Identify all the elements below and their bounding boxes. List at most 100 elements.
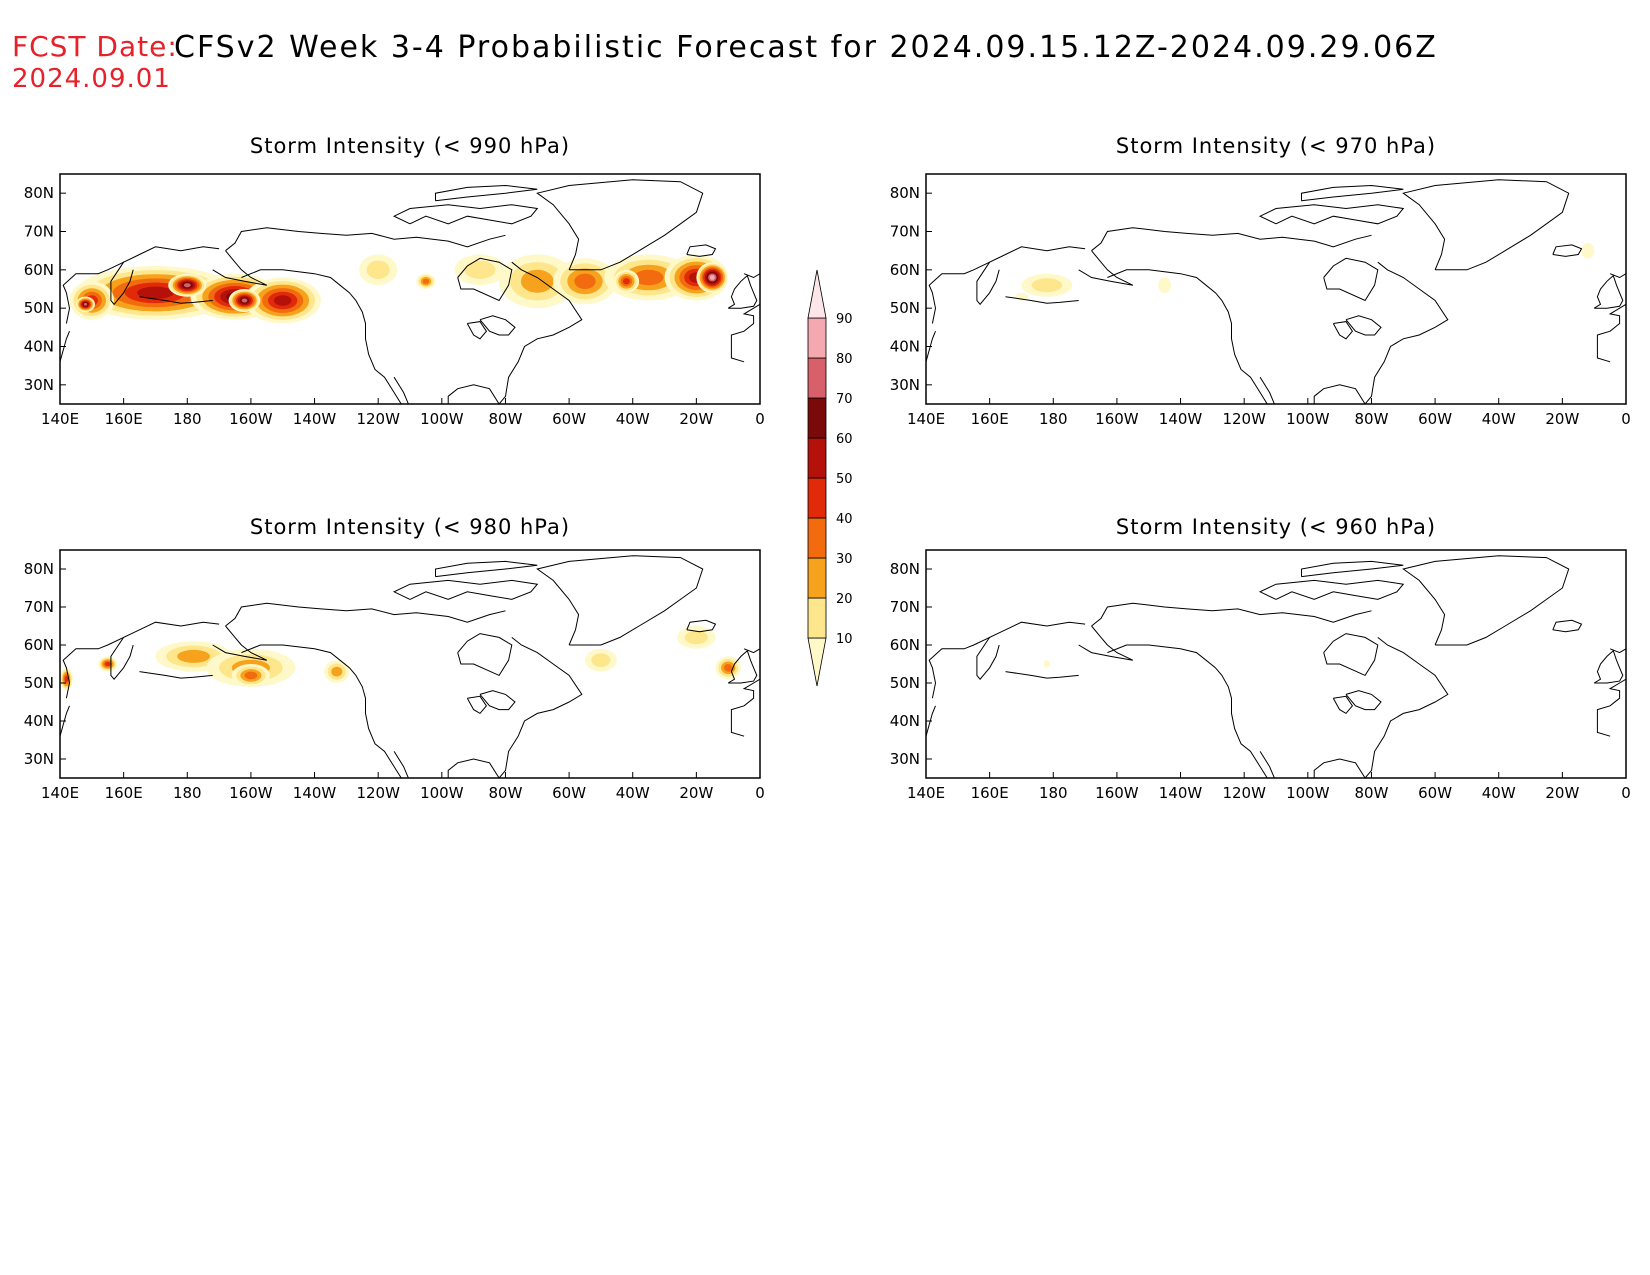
coastline-segment [976,621,1086,680]
map-frame-960 [925,549,1627,779]
panel-title-980: Storm Intensity (< 980 hPa) [250,515,570,539]
probability-contour [633,269,664,286]
lon-tick-label: 160W [1095,410,1139,428]
coastline-segment [727,649,758,684]
coastline-segment [212,250,268,286]
coastline-segment [1091,227,1372,252]
coastline-segment [1259,751,1275,778]
coastline-segment [1332,695,1354,715]
coastline-segment [60,705,70,737]
lon-tick-label: 40W [1482,410,1516,428]
colorbar-cap-bottom [807,637,827,687]
coastline-segment [225,227,506,252]
panel-title-960: Storm Intensity (< 960 hPa) [1116,515,1436,539]
lon-ticks-990: 140E 160E 180 160W 140W 120W 100W 80W 60W 40W 20W 0 [41,398,765,428]
lon-tick-label: 160W [229,410,273,428]
fcst-date-value: 2024.09.01 [12,64,171,94]
lat-ticks-980: 80N 70N 60N 50N 40N 30N [24,560,66,768]
lon-tick-label: 180 [173,410,202,428]
coastline-segment [62,636,124,699]
probability-contour [520,269,554,293]
lat-tick-label: 30N [24,376,54,394]
lon-tick-label: 80W [488,784,522,802]
coastline-segment [743,607,760,654]
coastline-segment [212,625,268,661]
coastline-segment [1323,633,1379,677]
lon-tick-label: 20W [1545,784,1579,802]
coastline-segment [743,231,760,279]
lat-tick-label: 60N [24,636,54,654]
lat-tick-label: 40N [24,338,54,356]
coastlines-970 [926,179,1626,404]
lat-tick-label: 60N [890,261,920,279]
lon-tick-label: 180 [173,784,202,802]
lon-tick-label: 180 [1039,784,1068,802]
coastline-segment [139,671,213,679]
probability-contour [137,286,174,299]
coastline-segment [1091,602,1372,627]
lon-tick-label: 60W [552,410,586,428]
lon-tick-label: 140W [293,784,337,802]
coastline-segment [1313,758,1366,778]
probability-contour [244,671,258,680]
panel-980: Storm Intensity (< 980 hPa) 140E 160E 180 1… [24,515,765,802]
lat-tick-label: 70N [890,223,920,241]
coastline-segment [1345,690,1382,711]
coastline-segment [1301,184,1404,202]
colorbar-segment [807,317,827,359]
lon-tick-label: 180 [1039,410,1068,428]
lat-ticks-960: 80N 70N 60N 50N 40N 30N [890,560,932,768]
colorbar-segment [807,477,827,519]
coastline-segment [686,619,717,633]
coastline-segment [1345,315,1382,336]
colorbar-label: 90 [836,312,853,327]
coastline-segment [1552,244,1583,257]
lon-tick-label: 100W [420,784,464,802]
coastlines-960 [926,555,1626,778]
coastline-segment [1593,274,1624,309]
probability-contour [1031,278,1063,293]
lat-tick-label: 80N [24,560,54,578]
map-frame-970 [925,173,1627,405]
coastline-segment [225,602,506,627]
colorbar-label: 20 [836,592,853,607]
coastline-segment [1301,560,1404,578]
probability-field-980 [60,626,741,691]
lon-tick-label: 140W [1159,784,1203,802]
coastline-segment [498,261,583,404]
lon-tick-label: 0 [1621,784,1631,802]
lat-tick-label: 60N [24,261,54,279]
probability-contour [574,273,596,289]
probability-contour [331,666,343,677]
lon-ticks-970: 140E 160E 180 160W 140W 120W 100W 80W 60W 40W 20W 0 [907,398,1631,428]
lat-tick-label: 40N [24,712,54,730]
colorbar-label: 70 [836,392,853,407]
lon-tick-label: 140E [907,784,945,802]
coastline-segment [1323,257,1379,302]
colorbar: 10 20 30 40 50 60 70 80 90 [807,269,853,687]
lon-tick-label: 140W [1159,410,1203,428]
coastline-segment [1593,649,1624,684]
figure-title: CFSv2 Week 3-4 Probabilistic Forecast fo… [174,30,1438,65]
coastline-segment [976,246,1086,306]
coastline-segment [730,303,760,363]
probability-field-990 [69,254,729,324]
probability-contour [1581,243,1595,259]
lon-tick-label: 160E [105,410,143,428]
coastline-segment [392,579,539,600]
coastline-segment [392,204,539,225]
probability-contour [83,302,88,306]
coastline-segment [1332,321,1354,340]
probability-contour [273,295,292,306]
coastline-segment [926,331,936,362]
lon-tick-label: 100W [420,410,464,428]
lon-tick-label: 100W [1286,410,1330,428]
coastline-segment [1107,644,1268,778]
coastline-segment [393,751,409,778]
lon-tick-label: 140E [41,784,79,802]
lon-tick-label: 20W [679,784,713,802]
lon-tick-label: 120W [356,410,400,428]
coastline-segment [536,555,704,646]
lon-tick-label: 60W [552,784,586,802]
lat-tick-label: 30N [890,750,920,768]
